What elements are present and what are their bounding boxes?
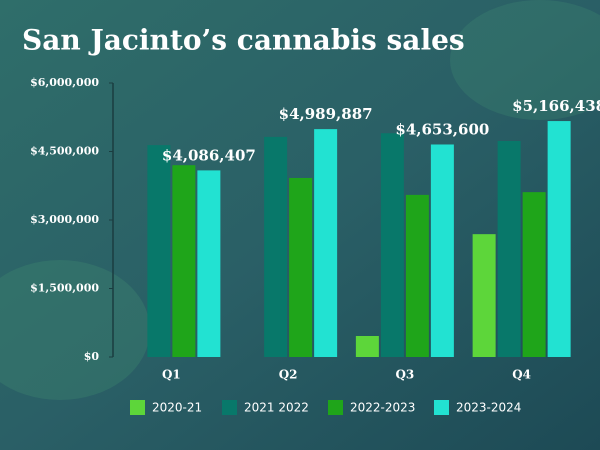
chart-title: San Jacinto’s cannabis sales (22, 24, 465, 57)
bar (172, 165, 196, 357)
y-tick-label: $0 (84, 350, 100, 363)
value-label: $4,653,600 (395, 120, 489, 138)
y-tick-label: $1,500,000 (30, 282, 99, 295)
value-label: $4,086,407 (162, 146, 256, 164)
legend-swatch (434, 400, 449, 415)
leaf-shade (450, 0, 600, 120)
x-tick-label: Q3 (395, 368, 414, 382)
y-tick-label: $4,500,000 (30, 145, 99, 158)
bar (289, 177, 313, 357)
bar (197, 170, 221, 357)
bar (314, 129, 338, 357)
bar (522, 192, 546, 357)
x-tick-label: Q1 (162, 368, 181, 382)
value-label: $4,989,887 (279, 105, 373, 123)
y-tick-label: $3,000,000 (30, 213, 99, 226)
legend-label: 2022-2023 (350, 401, 415, 415)
legend-label: 2020-21 (152, 401, 202, 415)
legend-label: 2023-2024 (456, 401, 521, 415)
legend-label: 2021 2022 (244, 401, 309, 415)
bar (497, 140, 521, 357)
bar (430, 144, 454, 357)
bar (147, 145, 171, 357)
bar (380, 133, 404, 357)
value-label: $5,166,438 (512, 97, 600, 115)
x-tick-label: Q2 (279, 368, 298, 382)
legend-swatch (222, 400, 237, 415)
bar (547, 121, 571, 357)
legend-swatch (328, 400, 343, 415)
bar (264, 136, 288, 357)
legend-swatch (130, 400, 145, 415)
bar (355, 335, 379, 357)
bar (472, 234, 496, 357)
bar (405, 194, 429, 357)
y-tick-label: $6,000,000 (30, 76, 99, 89)
x-tick-label: Q4 (512, 368, 531, 382)
